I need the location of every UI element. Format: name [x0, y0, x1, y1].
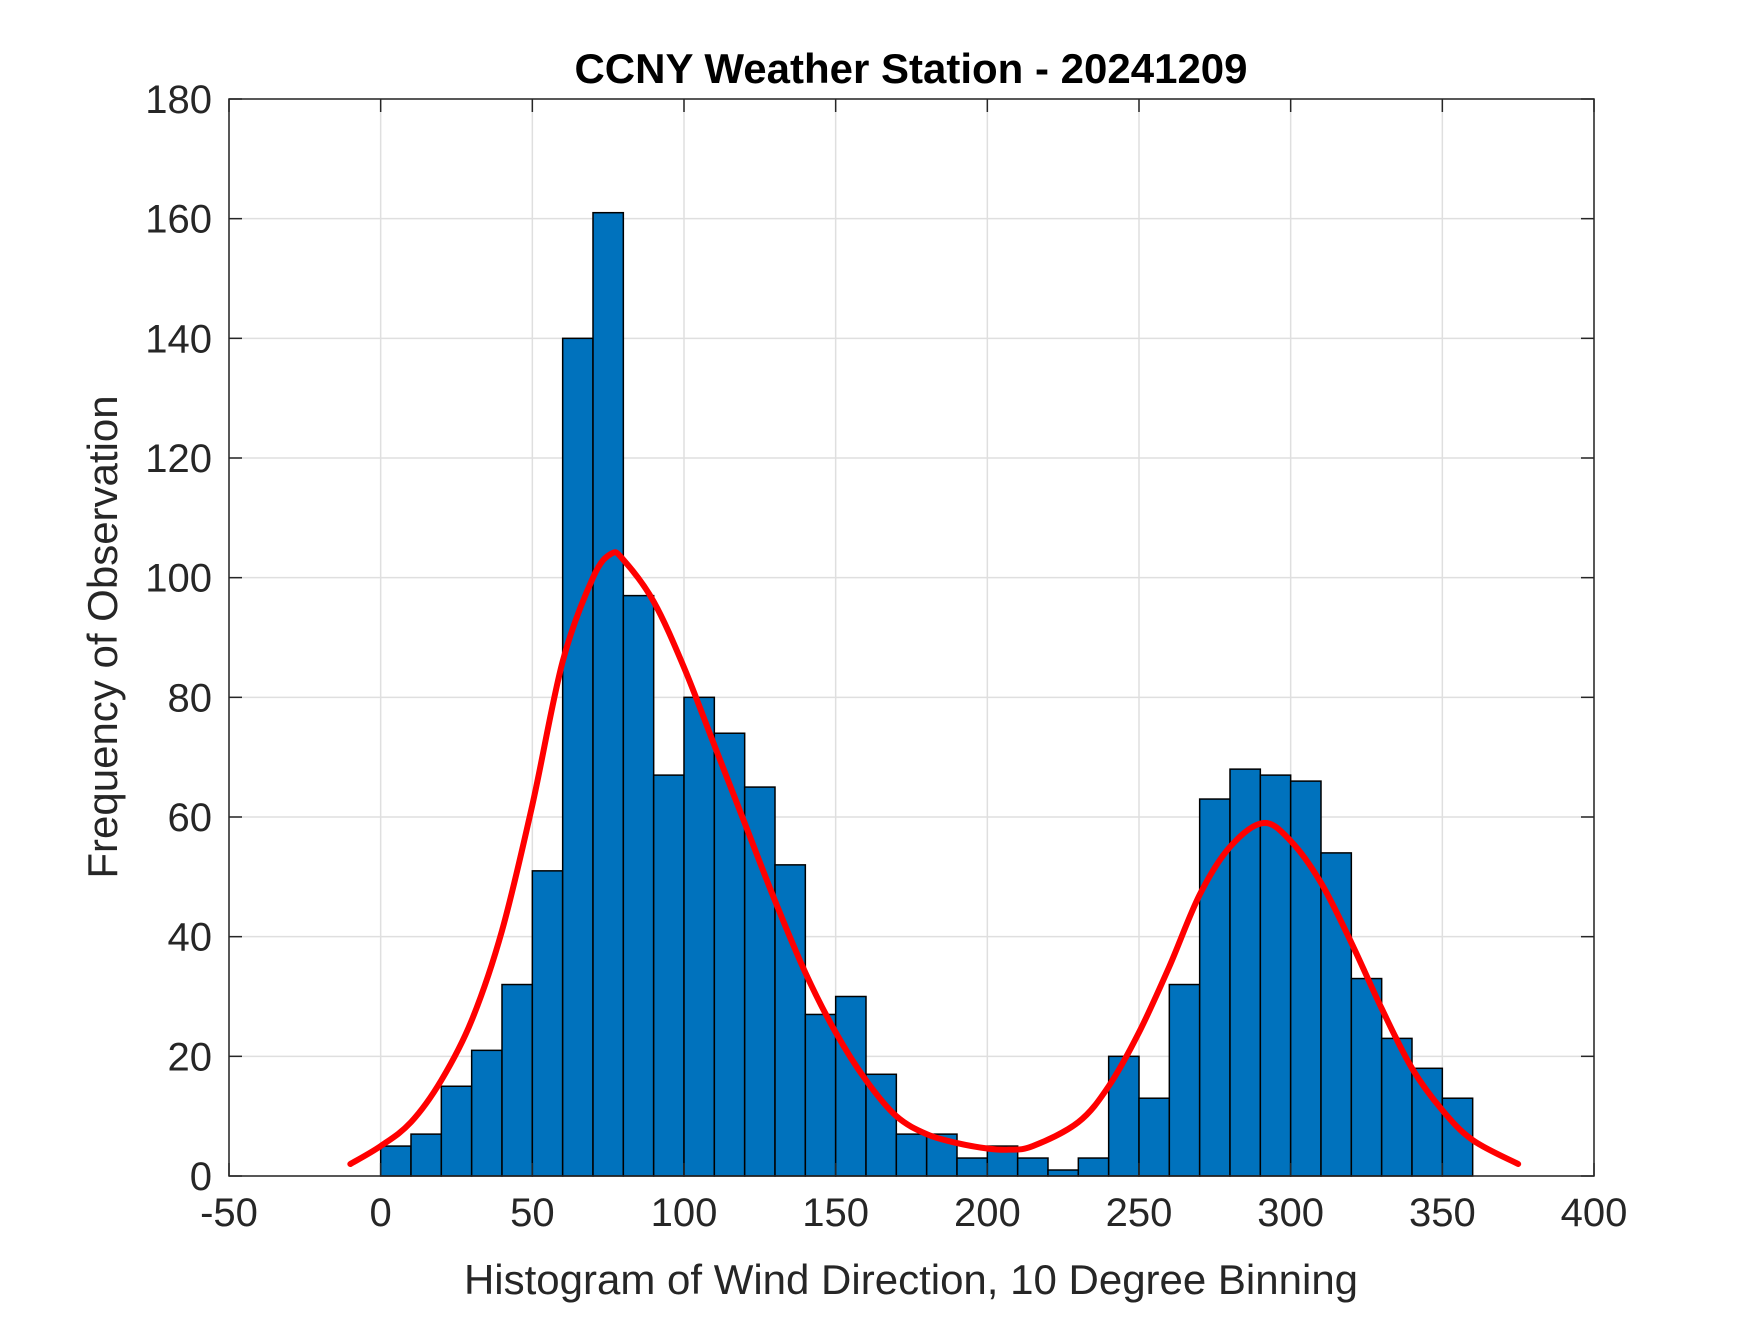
x-tick-label: 50: [510, 1191, 555, 1235]
histogram-bar: [1077, 1157, 1110, 1177]
chart-title: CCNY Weather Station - 20241209: [574, 45, 1247, 92]
histogram-bar: [1411, 1067, 1444, 1177]
x-axis-label: Histogram of Wind Direction, 10 Degree B…: [464, 1256, 1358, 1303]
histogram-bar: [1138, 1097, 1171, 1177]
x-tick-label: 350: [1409, 1191, 1476, 1235]
y-tick-label: 100: [145, 557, 212, 601]
x-tick-labels: -50 0 50 100 150 200 250 300 350 400: [200, 1191, 1627, 1235]
histogram-bar: [834, 995, 867, 1177]
histogram-bar: [652, 774, 685, 1177]
histogram-bar: [1289, 780, 1322, 1177]
histogram-bar: [956, 1157, 989, 1177]
x-tick-label: 150: [802, 1191, 869, 1235]
x-tick-label: 200: [954, 1191, 1021, 1235]
histogram-bar: [1047, 1169, 1080, 1177]
histogram-bar: [379, 1145, 412, 1177]
histogram-bar: [713, 732, 746, 1177]
x-tick-label: 300: [1257, 1191, 1324, 1235]
histogram-bar: [622, 594, 655, 1177]
plot-area: [229, 99, 1594, 1176]
y-tick-label: 60: [168, 796, 213, 840]
y-tick-label: 0: [190, 1155, 212, 1199]
histogram-bar: [501, 983, 534, 1177]
histogram-bar: [895, 1133, 928, 1177]
x-tick-label: 400: [1561, 1191, 1628, 1235]
x-tick-label: 0: [370, 1191, 392, 1235]
y-tick-label: 80: [168, 676, 213, 720]
y-tick-label: 180: [145, 78, 212, 122]
histogram-bar: [470, 1049, 503, 1177]
x-tick-label: 100: [651, 1191, 718, 1235]
histogram-bar: [1320, 852, 1353, 1177]
histogram-bar: [743, 786, 776, 1177]
y-tick-label: 20: [168, 1035, 213, 1079]
y-axis-label: Frequency of Observation: [79, 395, 126, 878]
histogram-bar: [865, 1073, 898, 1177]
y-tick-label: 120: [145, 437, 212, 481]
histogram-bar: [440, 1085, 473, 1177]
histogram-bar: [592, 211, 625, 1177]
histogram-bar: [1168, 983, 1201, 1177]
histogram-bar: [410, 1133, 443, 1177]
x-tick-label: -50: [200, 1191, 258, 1235]
histogram-bar: [531, 870, 564, 1177]
y-tick-label: 40: [168, 916, 213, 960]
histogram-bars: [379, 211, 1474, 1177]
histogram-bar: [1350, 977, 1383, 1177]
histogram-bar: [683, 696, 716, 1177]
histogram-bar: [561, 337, 594, 1177]
histogram-bar: [1016, 1157, 1049, 1177]
y-tick-labels: 0 20 40 60 80 100 120 140 160 180: [145, 78, 212, 1199]
y-tick-label: 160: [145, 198, 212, 242]
y-tick-label: 140: [145, 317, 212, 361]
axes-box: [228, 98, 1595, 1177]
x-tick-label: 250: [1106, 1191, 1173, 1235]
fit-curve-layer: [347, 549, 1522, 1168]
fit-curve: [347, 549, 1522, 1168]
histogram-bar: [804, 1013, 837, 1177]
